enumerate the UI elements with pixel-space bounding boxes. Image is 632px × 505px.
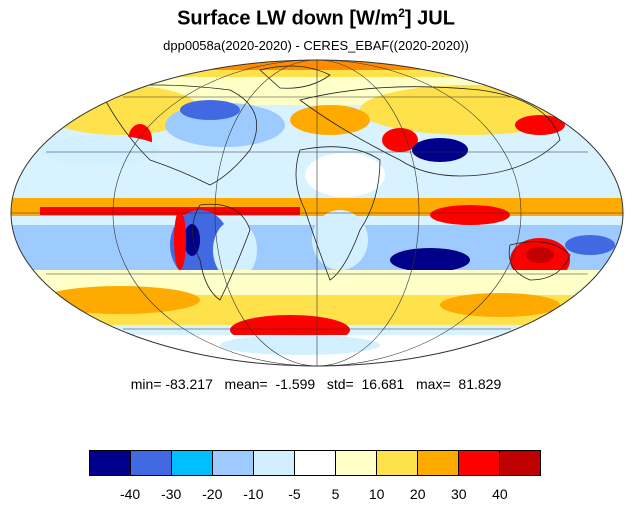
antarctic-cool (220, 335, 380, 355)
colorbar-cell (253, 450, 295, 476)
tibet-cold (412, 138, 468, 162)
title-text: Surface LW down [W/m (177, 7, 399, 30)
statistics-line: min= -83.217 mean= -1.599 std= 16.681 ma… (130, 376, 502, 392)
arctic-warm (200, 60, 420, 70)
colorbar-cell (171, 450, 213, 476)
brazil (213, 220, 257, 280)
indian-itcz (430, 205, 510, 225)
europe-warm (290, 105, 370, 135)
coastlines (99, 65, 571, 301)
colorbar-tick-label: 40 (492, 486, 508, 502)
east-asia-hot (515, 115, 565, 135)
colorbar-cell (458, 450, 500, 476)
title-text-end: ] JUL (404, 7, 455, 30)
field-blobs (11, 60, 623, 366)
andes-cold (184, 224, 200, 256)
colorbar-tick-label: -5 (288, 486, 301, 502)
colorbar-tick-label: -10 (243, 486, 264, 502)
colorbar-cell (417, 450, 459, 476)
s-pac-warm (40, 286, 200, 314)
africa-outline (295, 146, 381, 281)
indian-cold (390, 248, 470, 272)
sahara (305, 153, 385, 197)
colorbar-tick-label: -30 (161, 486, 182, 502)
colorbar-cell (294, 450, 336, 476)
colorbar-tick-label: 30 (451, 486, 467, 502)
colorbar-tick-label: 5 (331, 486, 340, 502)
colorbar-tick-label: 10 (368, 486, 385, 502)
colorbar-cell (130, 450, 172, 476)
s-indian-warm (440, 293, 560, 317)
canada-cool (180, 100, 240, 120)
colorbar-tick-label: -20 (202, 486, 223, 502)
map-border (10, 59, 624, 367)
colorbar-cell (376, 450, 418, 476)
plot-title: Surface LW down [W/m2] JUL (0, 6, 632, 31)
australia-core (526, 247, 554, 263)
subtropic-pac (40, 135, 160, 165)
title-superscript: 2 (398, 6, 405, 20)
s-africa (312, 210, 368, 270)
peru-coast-hot (174, 210, 186, 270)
australia-outline (508, 241, 571, 281)
south-america-outline (192, 203, 251, 301)
north-band (11, 77, 623, 105)
colorbar (89, 450, 541, 476)
colorbar-tick-label: -40 (119, 486, 141, 502)
plot-subtitle: dpp0058a(2020-2020) - CERES_EBAF((2020-2… (163, 38, 469, 53)
graticule (10, 59, 624, 367)
itcz-core (40, 207, 300, 215)
eurasia-outline (299, 86, 561, 177)
mollweide-map (10, 59, 624, 367)
colorbar-tick-label: 20 (409, 486, 426, 502)
greenland-outline (259, 65, 331, 89)
colorbar-cell (335, 450, 377, 476)
w-pacific-cool (565, 235, 615, 255)
colorbar-cell (212, 450, 254, 476)
colorbar-cell (499, 450, 541, 476)
colorbar-cell (89, 450, 131, 476)
